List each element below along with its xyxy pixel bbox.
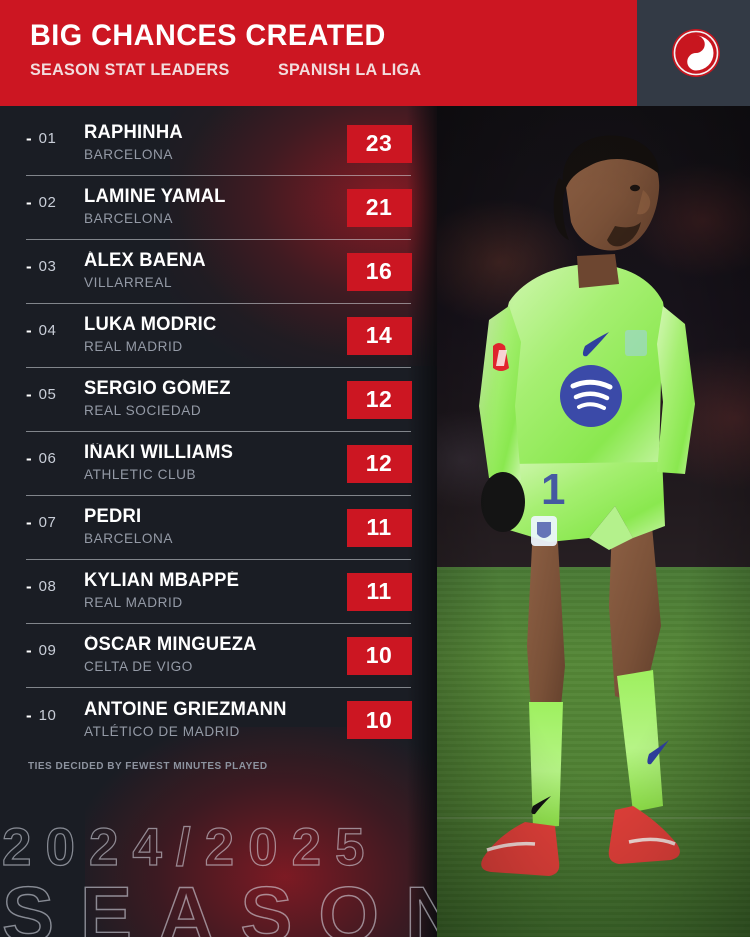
row-dash: - bbox=[26, 449, 32, 468]
row-names: KYLIAN MBAPPÉ REAL MADRID bbox=[72, 571, 347, 611]
stat-badge: 12 bbox=[346, 380, 412, 419]
watermark-season-years: 2024/2025 bbox=[1, 817, 379, 877]
team-name: REAL SOCIEDAD bbox=[83, 402, 201, 419]
team-name: BARCELONA bbox=[83, 146, 173, 163]
player-name: ÁLEX BAENA bbox=[83, 251, 206, 272]
player-name: SERGIO GÓMEZ bbox=[83, 379, 231, 400]
table-row[interactable]: - 07 PEDRI BARCELONA 11 bbox=[26, 496, 412, 560]
table-row[interactable]: - 10 ANTOINE GRIEZMANN ATLÉTICO DE MADRI… bbox=[26, 688, 412, 752]
player-name: LAMINE YAMAL bbox=[83, 187, 226, 208]
row-dash: - bbox=[26, 513, 32, 532]
stat-badge: 10 bbox=[346, 636, 412, 675]
row-names: ÓSCAR MINGUEZA CELTA DE VIGO bbox=[72, 635, 347, 675]
team-name: ATHLETIC CLUB bbox=[83, 466, 196, 483]
row-dash: - bbox=[26, 577, 32, 596]
header-subtitle-row: SEASON STAT LEADERS SPANISH LA LIGA bbox=[30, 61, 429, 78]
stat-badge: 14 bbox=[346, 316, 412, 355]
table-row[interactable]: - 04 LUKA MODRIC REAL MADRID 14 bbox=[26, 304, 412, 368]
svg-text:1: 1 bbox=[541, 465, 565, 514]
player-photo: 1 bbox=[437, 106, 750, 937]
player-name: RAPHINHA bbox=[83, 123, 183, 144]
table-row[interactable]: - 03 ÁLEX BAENA VILLARREAL 16 bbox=[26, 240, 412, 304]
row-names: LUKA MODRIC REAL MADRID bbox=[72, 315, 347, 355]
player-figure: 1 bbox=[479, 135, 695, 876]
row-rank: 09 bbox=[38, 642, 57, 659]
row-names: RAPHINHA BARCELONA bbox=[72, 123, 347, 163]
stat-badge: 23 bbox=[346, 124, 412, 163]
row-rank: 02 bbox=[38, 194, 57, 211]
pitch-grass bbox=[437, 567, 750, 937]
row-dash: - bbox=[26, 641, 32, 660]
team-name: REAL MADRID bbox=[83, 338, 183, 355]
team-name: CELTA DE VIGO bbox=[83, 658, 193, 675]
leaderboard-list: - 01 RAPHINHA BARCELONA 23 - 02 LAMINE Y… bbox=[0, 112, 437, 752]
table-row[interactable]: - 09 ÓSCAR MINGUEZA CELTA DE VIGO 10 bbox=[26, 624, 412, 688]
player-name: KYLIAN MBAPPÉ bbox=[83, 571, 239, 592]
stat-badge: 21 bbox=[346, 188, 412, 227]
team-name: BARCELONA bbox=[83, 530, 173, 547]
player-name: LUKA MODRIC bbox=[83, 315, 217, 336]
row-dash: - bbox=[26, 129, 32, 148]
season-watermark: 2024/2025 SEASON bbox=[0, 817, 437, 937]
subtitle-competition: SPANISH LA LIGA bbox=[278, 60, 422, 79]
row-rank: 07 bbox=[38, 514, 57, 531]
table-row[interactable]: - 01 RAPHINHA BARCELONA 23 bbox=[26, 112, 412, 176]
row-rank: 04 bbox=[38, 322, 57, 339]
row-rank: 01 bbox=[38, 130, 57, 147]
stat-badge: 12 bbox=[346, 444, 412, 483]
header-text-group: BIG CHANCES CREATED SEASON STAT LEADERS … bbox=[0, 0, 637, 106]
row-rank: 03 bbox=[38, 258, 57, 275]
page-title: BIG CHANCES CREATED bbox=[30, 19, 386, 52]
team-name: VILLARREAL bbox=[83, 274, 172, 291]
row-dash: - bbox=[26, 705, 32, 725]
row-names: PEDRI BARCELONA bbox=[72, 507, 347, 547]
player-name: PEDRI bbox=[83, 507, 141, 528]
team-name: BARCELONA bbox=[83, 210, 173, 227]
header-bar: BIG CHANCES CREATED SEASON STAT LEADERS … bbox=[0, 0, 750, 106]
row-rank: 05 bbox=[38, 386, 57, 403]
table-row[interactable]: - 08 KYLIAN MBAPPÉ REAL MADRID 11 bbox=[26, 560, 412, 624]
row-rank: 08 bbox=[38, 578, 57, 595]
team-name: ATLÉTICO DE MADRID bbox=[83, 722, 240, 739]
opta-analyst-logo-icon bbox=[669, 26, 723, 80]
row-names: ÁLEX BAENA VILLARREAL bbox=[72, 251, 347, 291]
row-names: ANTOINE GRIEZMANN ATLÉTICO DE MADRID bbox=[72, 700, 347, 740]
stat-badge: 11 bbox=[346, 572, 412, 611]
row-dash: - bbox=[26, 385, 32, 404]
header-red-block bbox=[0, 0, 637, 106]
row-dash: - bbox=[26, 321, 32, 340]
watermark-season-word: SEASON bbox=[1, 869, 437, 937]
player-name: IÑAKI WILLIAMS bbox=[83, 443, 233, 464]
red-glow-bottom bbox=[85, 727, 437, 937]
stat-badge: 16 bbox=[346, 252, 412, 291]
team-name: REAL MADRID bbox=[83, 594, 183, 611]
subtitle-stat-leaders: SEASON STAT LEADERS bbox=[30, 60, 230, 79]
player-name: ANTOINE GRIEZMANN bbox=[83, 699, 287, 720]
leaderboard-panel: - 01 RAPHINHA BARCELONA 23 - 02 LAMINE Y… bbox=[0, 106, 437, 937]
table-row[interactable]: - 06 IÑAKI WILLIAMS ATHLETIC CLUB 12 bbox=[26, 432, 412, 496]
row-names: SERGIO GÓMEZ REAL SOCIEDAD bbox=[72, 379, 347, 419]
footnote-text: TIES DECIDED BY FEWEST MINUTES PLAYED bbox=[28, 761, 268, 772]
row-rank: 10 bbox=[38, 706, 57, 724]
row-rank: 06 bbox=[38, 450, 57, 467]
stat-badge: 10 bbox=[346, 701, 412, 739]
stat-badge: 11 bbox=[346, 508, 412, 547]
row-names: IÑAKI WILLIAMS ATHLETIC CLUB bbox=[72, 443, 347, 483]
row-names: LAMINE YAMAL BARCELONA bbox=[72, 187, 347, 227]
row-dash: - bbox=[26, 257, 32, 276]
table-row[interactable]: - 05 SERGIO GÓMEZ REAL SOCIEDAD 12 bbox=[26, 368, 412, 432]
player-name: ÓSCAR MINGUEZA bbox=[83, 635, 257, 656]
pitch-line bbox=[437, 817, 750, 819]
table-row[interactable]: - 02 LAMINE YAMAL BARCELONA 21 bbox=[26, 176, 412, 240]
row-dash: - bbox=[26, 193, 32, 212]
